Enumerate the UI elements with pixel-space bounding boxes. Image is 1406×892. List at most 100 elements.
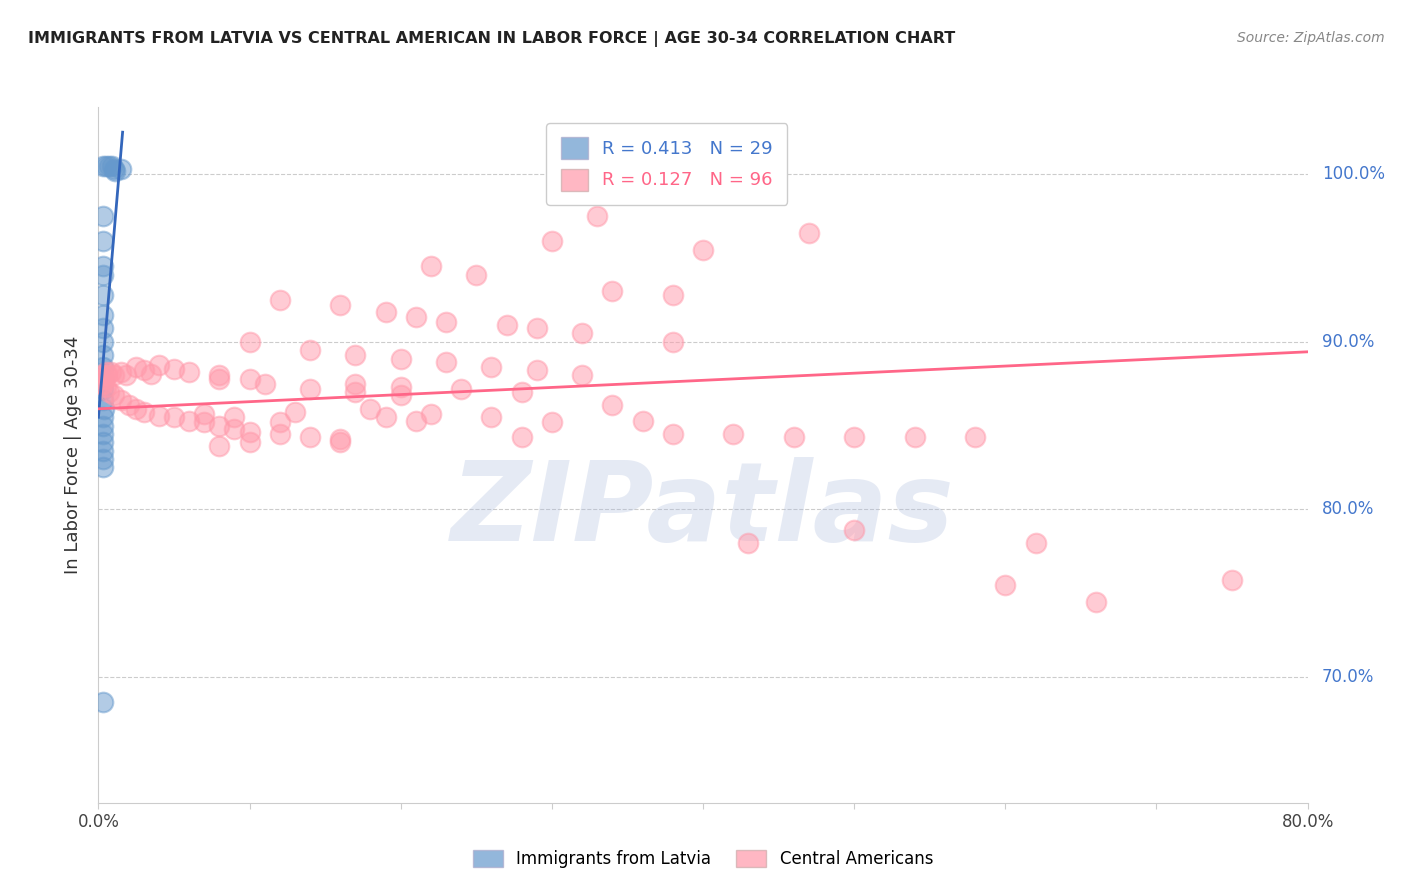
Point <box>91 452 114 467</box>
Point <box>797 226 820 240</box>
Point <box>91 268 114 282</box>
Point <box>91 410 114 425</box>
Point <box>91 376 114 391</box>
Point <box>1024 536 1046 550</box>
Point <box>631 413 654 427</box>
Point <box>299 430 322 444</box>
Text: IMMIGRANTS FROM LATVIA VS CENTRAL AMERICAN IN LABOR FORCE | AGE 30-34 CORRELATIO: IMMIGRANTS FROM LATVIA VS CENTRAL AMERIC… <box>28 31 955 47</box>
Point <box>269 415 291 429</box>
Point <box>91 443 114 458</box>
Point <box>177 413 201 427</box>
Point <box>93 401 115 416</box>
Point <box>389 380 412 394</box>
Point <box>94 365 117 379</box>
Point <box>434 355 457 369</box>
Point <box>495 318 517 332</box>
Point <box>193 407 215 421</box>
Point <box>269 293 291 307</box>
Point <box>389 351 412 366</box>
Point <box>91 460 114 475</box>
Point <box>844 430 866 444</box>
Point <box>419 260 441 274</box>
Point <box>965 430 987 444</box>
Point <box>91 435 114 450</box>
Point <box>450 382 472 396</box>
Point <box>661 334 683 349</box>
Point <box>118 399 141 413</box>
Point <box>94 159 117 173</box>
Point <box>208 371 231 385</box>
Point <box>110 162 132 177</box>
Point <box>90 371 112 385</box>
Point <box>91 260 114 274</box>
Point <box>329 435 352 450</box>
Point <box>299 382 322 396</box>
Point <box>239 334 262 349</box>
Y-axis label: In Labor Force | Age 30-34: In Labor Force | Age 30-34 <box>63 335 82 574</box>
Point <box>571 326 593 341</box>
Point <box>110 365 132 379</box>
Point <box>661 288 683 302</box>
Point <box>91 695 114 709</box>
Point <box>344 385 367 400</box>
Point <box>1085 594 1108 608</box>
Point <box>208 368 231 383</box>
Point <box>602 399 624 413</box>
Point <box>434 315 457 329</box>
Point <box>148 409 170 423</box>
Point <box>148 358 170 372</box>
Point <box>602 285 624 299</box>
Point <box>782 430 804 444</box>
Point <box>405 310 427 324</box>
Point <box>163 361 186 376</box>
Point <box>193 415 215 429</box>
Point <box>224 422 246 436</box>
Point <box>510 385 533 400</box>
Point <box>994 578 1017 592</box>
Point <box>239 371 262 385</box>
Point <box>110 393 132 408</box>
Point <box>540 415 562 429</box>
Text: ZIPatlas: ZIPatlas <box>451 457 955 564</box>
Point <box>91 321 114 335</box>
Point <box>132 405 155 419</box>
Legend: Immigrants from Latvia, Central Americans: Immigrants from Latvia, Central American… <box>467 843 939 875</box>
Point <box>329 432 352 446</box>
Point <box>98 385 121 400</box>
Point <box>465 268 488 282</box>
Point <box>103 368 125 383</box>
Point <box>103 162 125 177</box>
Point <box>91 334 114 349</box>
Point <box>329 298 352 312</box>
Point <box>91 288 114 302</box>
Point <box>904 430 927 444</box>
Point <box>299 343 322 358</box>
Point <box>91 308 114 322</box>
Point <box>540 234 562 248</box>
Point <box>419 407 441 421</box>
Point <box>177 365 201 379</box>
Point <box>100 365 122 379</box>
Point <box>94 380 117 394</box>
Point <box>374 410 396 425</box>
Point <box>405 413 427 427</box>
Point <box>91 371 114 385</box>
Point <box>125 401 148 416</box>
Point <box>526 363 548 377</box>
Point <box>571 368 593 383</box>
Point <box>93 371 115 385</box>
Point <box>208 418 231 433</box>
Point <box>91 359 114 374</box>
Point <box>91 159 114 173</box>
Point <box>844 523 866 537</box>
Point <box>91 348 114 362</box>
Point <box>510 430 533 444</box>
Point <box>1220 573 1243 587</box>
Point <box>132 363 155 377</box>
Point <box>526 321 548 335</box>
Point <box>208 439 231 453</box>
Point <box>344 376 367 391</box>
Point <box>481 359 503 374</box>
Point <box>125 359 148 374</box>
Point <box>481 410 503 425</box>
